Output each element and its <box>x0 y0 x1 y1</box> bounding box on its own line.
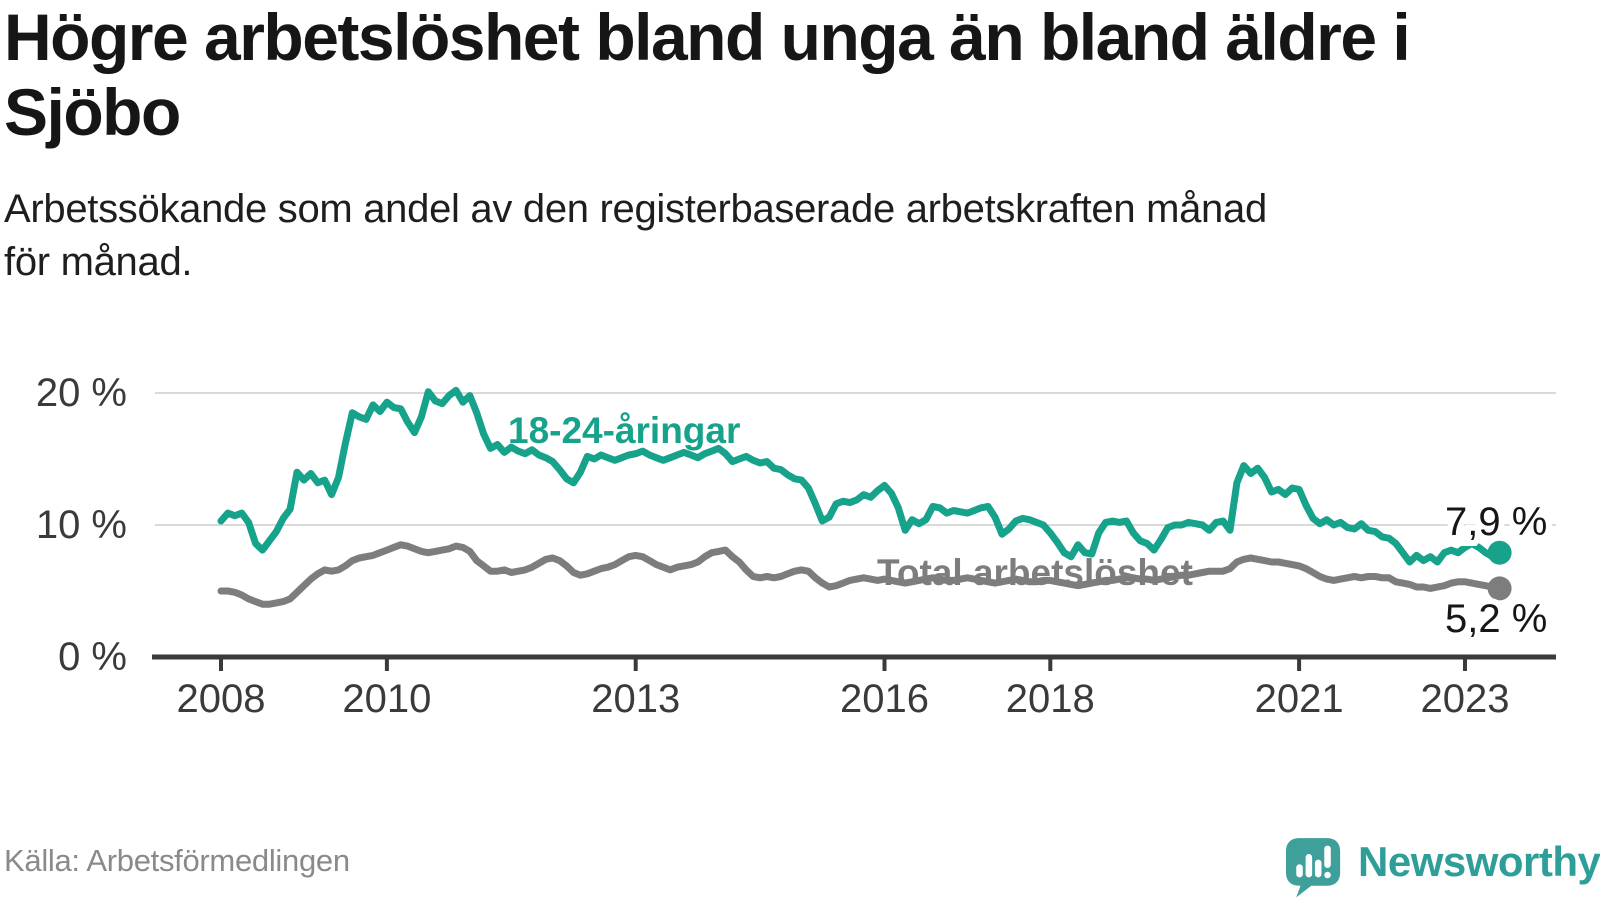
annotation-label-0: 18-24-åringar <box>508 410 740 451</box>
logo-exclamation-dot <box>1324 871 1331 879</box>
x-axis-label-2013: 2013 <box>591 677 680 721</box>
logo-bar-1 <box>1296 864 1303 878</box>
newsworthy-logo-text: Newsworthy <box>1358 838 1600 885</box>
logo-exclamation-bar <box>1324 845 1331 868</box>
end-dot-total <box>1487 576 1512 601</box>
x-axis-label-2010: 2010 <box>342 677 431 721</box>
source-note: Källa: Arbetsförmedlingen <box>4 843 350 878</box>
logo-bar-3 <box>1314 859 1322 878</box>
speech-bubble-shape <box>1286 838 1341 898</box>
chart-subtitle: Arbetssökande som andel av den registerb… <box>4 187 1267 284</box>
newsworthy-logo: Newsworthy <box>1286 836 1600 900</box>
annotation-label-1: Total arbetslöshet <box>877 552 1193 593</box>
end-dot-youth <box>1487 540 1512 565</box>
newsworthy-logo-icon <box>1286 838 1341 898</box>
x-axis-label-2008: 2008 <box>177 677 266 721</box>
annotation-label-2: 7,9 % <box>1445 500 1547 544</box>
logo-bar-2 <box>1305 854 1313 878</box>
x-axis-label-2023: 2023 <box>1421 677 1510 721</box>
chart-title: Högre arbetslöshet bland unga än bland ä… <box>4 0 1411 149</box>
y-axis-label-20: 20 % <box>36 371 127 415</box>
annotation-label-3: 5,2 % <box>1445 597 1547 641</box>
series-line-total <box>217 541 1504 608</box>
x-axis-label-2016: 2016 <box>840 677 929 721</box>
x-axis-label-2018: 2018 <box>1006 677 1095 721</box>
y-axis-label-10: 10 % <box>36 503 127 547</box>
y-axis-label-0: 0 % <box>58 635 127 679</box>
x-axis-label-2021: 2021 <box>1255 677 1344 721</box>
series-line-youth <box>217 386 1504 566</box>
